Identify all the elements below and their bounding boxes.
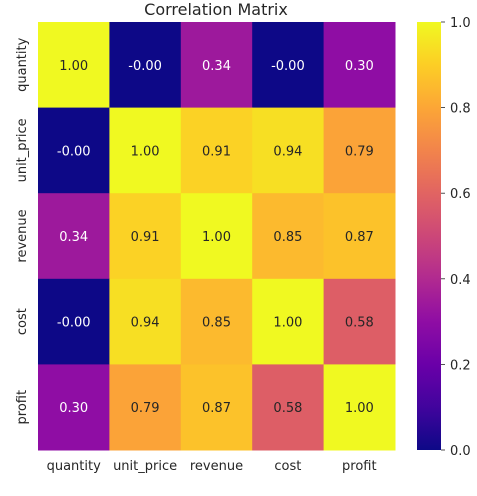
heatmap-cell-unit_price-profit: [323, 107, 396, 194]
colorbar: 0.0 0.2 0.4 0.6 0.8 1.0: [417, 16, 471, 459]
heatmap-cell-profit-quantity: [38, 364, 110, 451]
heatmap-cell-cost-quantity: [38, 278, 110, 365]
cell-value-label: 1.00: [131, 144, 160, 159]
heatmap-cell-quantity-profit: [323, 22, 396, 109]
colorbar-tick-label: 0.8: [450, 102, 471, 117]
heatmap-cell-revenue-cost: [252, 193, 325, 280]
x-tick-label-unit_price: unit_price: [113, 459, 177, 474]
cell-value-label: 0.34: [59, 230, 88, 245]
chart-title: Correlation Matrix: [144, 0, 288, 19]
cell-value-label: 0.30: [345, 59, 374, 74]
y-tick-label-cost: cost: [15, 308, 30, 335]
cell-value-label: 0.94: [273, 144, 302, 159]
heatmap-cell-quantity-revenue: [180, 22, 253, 109]
cell-value-label: -0.00: [57, 144, 91, 159]
colorbar-tick-label: 1.0: [450, 16, 471, 31]
heatmap-cell-quantity-cost: [252, 22, 325, 109]
cell-value-label: 0.85: [273, 230, 302, 245]
cell-value-label: -0.00: [128, 59, 162, 74]
heatmap-cell-revenue-profit: [323, 193, 396, 280]
y-tick-label-profit: profit: [15, 390, 30, 425]
x-tick-label-revenue: revenue: [190, 459, 243, 474]
x-tick-label-quantity: quantity: [47, 459, 102, 474]
cell-value-label: 0.30: [59, 401, 88, 416]
cell-value-label: 0.87: [345, 230, 374, 245]
heatmap-cell-profit-profit: [323, 364, 396, 451]
cell-value-label: 0.58: [345, 316, 374, 331]
x-axis-tick-labels: quantity unit_price revenue cost profit: [47, 459, 377, 474]
cell-value-label: 1.00: [345, 401, 374, 416]
cell-value-label: 0.85: [202, 316, 231, 331]
heatmap-cell-cost-unit_price: [109, 278, 182, 365]
cell-value-label: 0.34: [202, 59, 231, 74]
heatmap-cell-cost-cost: [252, 278, 325, 365]
heatmap-cell-revenue-quantity: [38, 193, 110, 280]
heatmap-cell-cost-revenue: [180, 278, 253, 365]
heatmap-cell-revenue-unit_price: [109, 193, 182, 280]
x-tick-label-cost: cost: [274, 459, 301, 474]
colorbar-tick-label: 0.2: [450, 358, 471, 373]
cell-value-label: 0.79: [345, 144, 374, 159]
cell-value-label: 1.00: [273, 316, 302, 331]
cell-value-label: 0.58: [273, 401, 302, 416]
heatmap-cell-labels: 1.00 -0.00 0.34 -0.00 0.30 -0.00 1.00 0.91 0.94 0…: [57, 59, 374, 416]
heatmap-cell-quantity-unit_price: [109, 22, 182, 109]
y-tick-label-revenue: revenue: [15, 209, 30, 262]
colorbar-gradient: [417, 22, 441, 450]
heatmap-cells: [38, 22, 396, 451]
cell-value-label: 1.00: [59, 59, 88, 74]
cell-value-label: 0.87: [202, 401, 231, 416]
cell-value-label: -0.00: [57, 316, 91, 331]
cell-value-label: -0.00: [271, 59, 305, 74]
cell-value-label: 0.91: [202, 144, 231, 159]
heatmap-cell-revenue-revenue: [180, 193, 253, 280]
colorbar-tick-label: 0.6: [450, 187, 471, 202]
heatmap-cell-unit_price-unit_price: [109, 107, 182, 194]
y-tick-label-unit_price: unit_price: [15, 118, 30, 182]
colorbar-tick-label: 0.4: [450, 273, 471, 288]
heatmap-cell-unit_price-revenue: [180, 107, 253, 194]
heatmap-cell-unit_price-quantity: [38, 107, 110, 194]
y-tick-label-quantity: quantity: [15, 37, 30, 92]
heatmap-cell-profit-unit_price: [109, 364, 182, 451]
colorbar-ticks: 0.0 0.2 0.4 0.6 0.8 1.0: [441, 16, 471, 459]
colorbar-tick-label: 0.0: [450, 444, 471, 459]
cell-value-label: 0.79: [131, 401, 160, 416]
heatmap-cell-profit-revenue: [180, 364, 253, 451]
cell-value-label: 1.00: [202, 230, 231, 245]
heatmap-cell-unit_price-cost: [252, 107, 325, 194]
cell-value-label: 0.91: [131, 230, 160, 245]
x-tick-label-profit: profit: [342, 459, 377, 474]
heatmap-cell-cost-profit: [323, 278, 396, 365]
heatmap-cell-quantity-quantity: [38, 22, 110, 109]
cell-value-label: 0.94: [131, 316, 160, 331]
heatmap-cell-profit-cost: [252, 364, 325, 451]
